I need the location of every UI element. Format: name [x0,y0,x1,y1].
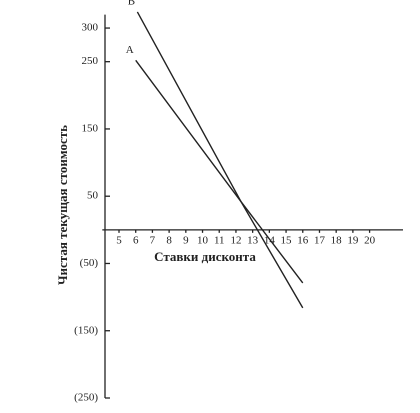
x-tick-label: 13 [247,234,259,246]
y-tick-label: (250) [74,392,98,404]
x-tick-label: 20 [364,234,376,246]
x-tick-label: 6 [133,234,139,246]
x-tick-label: 8 [166,234,172,246]
series-label: A [126,44,134,56]
x-tick-label: 7 [150,234,156,246]
y-tick-label: (150) [74,324,98,336]
series-line [136,11,304,309]
x-tick-label: 10 [197,234,209,246]
x-tick-label: 5 [116,234,122,246]
x-tick-label: 16 [297,234,309,246]
x-tick-label: 15 [281,234,293,246]
y-tick-label: 300 [82,22,99,34]
x-tick-label: 17 [314,234,326,246]
x-tick-label: 12 [230,234,241,246]
x-tick-label: 19 [347,234,359,246]
x-tick-label: 9 [183,234,189,246]
x-axis-title: Ставки дисконта [154,249,256,264]
y-tick-label: 50 [87,190,99,202]
y-tick-label: (50) [80,257,99,269]
y-axis-title: Чистая текущая стоимость [55,125,70,285]
series-label: B [128,0,135,7]
y-tick-label: 250 [82,55,99,67]
x-tick-label: 11 [214,234,225,246]
y-tick-label: 150 [82,122,99,134]
x-tick-label: 18 [331,234,343,246]
